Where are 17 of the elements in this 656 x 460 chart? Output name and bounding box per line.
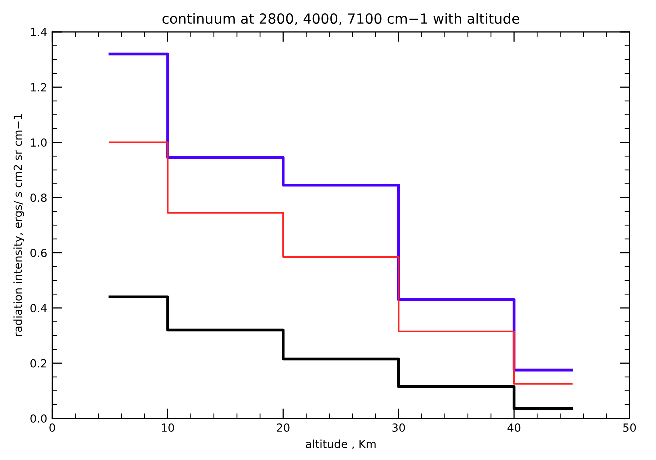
y-tick-label: 0.6 xyxy=(30,248,47,258)
x-tick-label: 20 xyxy=(277,424,290,432)
y-tick-label: 0.4 xyxy=(30,304,47,313)
x-tick-label: 0 xyxy=(50,424,56,432)
y-tick-label: 0.0 xyxy=(30,414,47,423)
y-tick-label: 0.2 xyxy=(30,359,47,368)
y-tick-label: 1.4 xyxy=(31,28,47,36)
x-axis-title: altitude , Km xyxy=(306,440,376,450)
chart-title: continuum at 2800, 4000, 7100 cm−1 with altitude xyxy=(162,13,520,26)
y-tick-label: 1.2 xyxy=(31,83,47,92)
y-axis-title: radiation intensity, ergs/ s cm2 sr cm−1 xyxy=(14,114,24,336)
x-tick-label: 40 xyxy=(508,424,521,432)
y-tick-label: 1.0 xyxy=(31,138,47,147)
x-tick-label: 30 xyxy=(392,424,406,432)
x-tick-label: 50 xyxy=(624,424,636,432)
y-tick-label: 0.8 xyxy=(30,194,47,202)
x-tick-label: 10 xyxy=(162,424,174,432)
